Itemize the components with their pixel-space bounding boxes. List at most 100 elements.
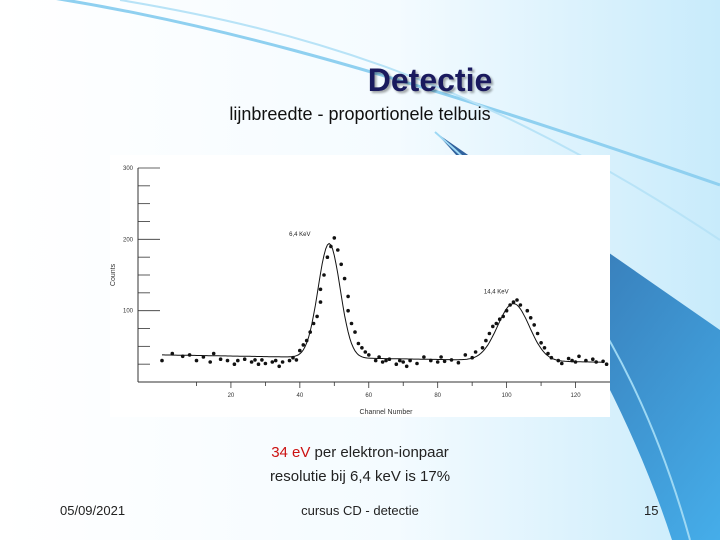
data-point [470, 355, 475, 360]
data-point [170, 351, 175, 356]
data-point [484, 338, 488, 343]
data-point [532, 323, 536, 327]
data-point [180, 354, 185, 359]
data-point [487, 331, 492, 336]
chart-plot-background [110, 155, 610, 417]
data-point [456, 360, 461, 365]
data-point [435, 360, 440, 364]
data-point [591, 357, 595, 362]
peak-annotation: 6,4 KeV [289, 232, 310, 238]
note-rest: per elektron-ionpaar [310, 444, 449, 461]
data-point [501, 314, 506, 319]
data-point [584, 358, 588, 363]
data-point [336, 248, 340, 252]
data-point [594, 360, 598, 364]
data-point [201, 355, 206, 359]
data-point [263, 361, 268, 366]
data-point [518, 303, 523, 307]
note-line-2: resolutie bij 6,4 keV is 17% [269, 468, 451, 485]
data-point [208, 360, 212, 364]
data-point [360, 346, 364, 350]
data-point [560, 361, 564, 366]
data-point [398, 358, 402, 363]
data-point [346, 294, 350, 299]
data-point [318, 287, 323, 292]
slide-title: Detectie [367, 62, 493, 98]
x-tick-label: 40 [297, 393, 304, 399]
data-point [604, 362, 609, 367]
data-point [280, 360, 285, 364]
data-point [415, 361, 419, 366]
data-point [373, 358, 378, 363]
data-point [218, 357, 223, 362]
peak-annotation: 14,4 KeV [484, 290, 509, 296]
data-point [308, 330, 313, 334]
data-point [273, 358, 278, 363]
data-point [442, 359, 447, 364]
data-point [601, 359, 605, 364]
data-point [463, 353, 468, 357]
data-point [473, 350, 478, 354]
data-point [380, 360, 385, 364]
data-point [363, 350, 368, 354]
data-point [242, 357, 247, 362]
data-point [429, 358, 433, 363]
footer-center: cursus CD - detectie [301, 503, 419, 518]
blue-fan-shape [435, 132, 720, 540]
data-point [394, 362, 399, 367]
data-point [387, 357, 392, 362]
data-point [332, 236, 337, 240]
data-point [339, 262, 344, 267]
chart-axes [137, 167, 610, 388]
x-tick-label: 100 [502, 393, 513, 399]
data-point [525, 308, 530, 313]
footer-page-number: 15 [644, 503, 659, 518]
chart-marks [160, 236, 609, 369]
x-axis-label: Channel Number [360, 409, 414, 416]
data-point [194, 358, 199, 363]
data-point [511, 300, 516, 304]
note-line-1: 34 eV per elektron-ionpaar [0, 444, 720, 461]
data-point [315, 314, 319, 319]
y-tick-label: 300 [123, 166, 134, 172]
y-axis-label: Counts [110, 263, 117, 286]
data-point [573, 360, 578, 364]
data-point [577, 354, 581, 359]
x-tick-label: 20 [228, 393, 235, 399]
data-point [546, 351, 550, 356]
data-point [256, 362, 261, 367]
y-tick-label: 100 [123, 309, 134, 315]
data-point [556, 358, 561, 363]
data-point [497, 317, 502, 322]
data-point [253, 358, 257, 362]
data-point [304, 338, 309, 343]
x-tick-label: 60 [365, 393, 372, 399]
data-point [249, 360, 254, 364]
data-point [346, 308, 350, 313]
data-point [535, 331, 540, 336]
data-point [384, 358, 388, 363]
data-point [187, 353, 192, 357]
data-point [353, 330, 357, 334]
data-point [422, 355, 426, 359]
data-point [236, 358, 240, 363]
data-point [504, 308, 509, 313]
data-point [301, 343, 306, 347]
data-point [325, 255, 330, 259]
data-point [542, 346, 547, 350]
data-point [232, 362, 237, 367]
x-tick-label: 80 [434, 393, 441, 399]
data-point [270, 360, 275, 364]
data-point [298, 348, 302, 353]
data-point [291, 355, 295, 360]
y-tick-label: 200 [123, 237, 134, 243]
chart-labels: 100 200 300 20 40 60 80 100 120 Channel Number Cou… [110, 166, 581, 416]
data-point [356, 341, 361, 346]
data-point [318, 300, 323, 304]
data-point [566, 356, 571, 361]
data-point [480, 346, 485, 350]
slide-subtitle: lijnbreedte - proportionele telbuis [229, 104, 491, 124]
data-point [515, 298, 519, 302]
swoosh-line-upper [119, 0, 720, 241]
